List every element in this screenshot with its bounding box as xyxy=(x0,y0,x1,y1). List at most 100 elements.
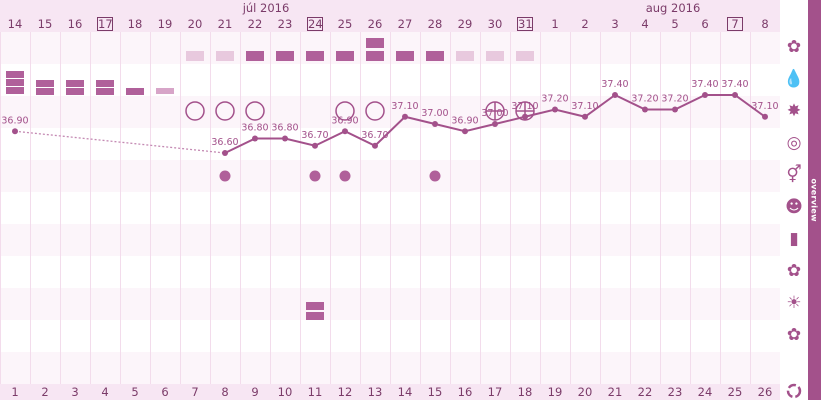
column-divider xyxy=(0,32,1,384)
cervix-mark xyxy=(306,51,324,61)
cervix-mark xyxy=(456,51,474,61)
calendar-day-label: 27 xyxy=(397,17,413,31)
calendar-day-label: 14 xyxy=(7,17,23,31)
calendar-day[interactable]: 17 xyxy=(90,16,120,32)
column-divider xyxy=(30,32,31,384)
temperature-point xyxy=(552,106,558,113)
temperature-value: 36.90 xyxy=(451,115,478,126)
flower-alert-icon[interactable]: ✿ xyxy=(786,325,802,345)
calendar-day[interactable]: 27 xyxy=(390,16,420,32)
calendar-day[interactable]: 3 xyxy=(600,16,630,32)
calendar-day[interactable]: 23 xyxy=(270,16,300,32)
column-divider xyxy=(510,32,511,384)
column-divider xyxy=(60,32,61,384)
mucus-circle xyxy=(245,101,265,121)
bleeding-mark xyxy=(126,88,144,95)
temperature-value: 37.00 xyxy=(421,108,448,119)
calendar-day-label: 4 xyxy=(641,17,649,31)
refresh-icon[interactable] xyxy=(784,382,804,400)
calendar-day-label: 24 xyxy=(307,17,323,31)
calendar-day[interactable]: 16 xyxy=(60,16,90,32)
temperature-point xyxy=(432,121,438,127)
calendar-day[interactable]: 18 xyxy=(120,16,150,32)
temperature-value: 36.70 xyxy=(301,130,328,141)
temperature-value: 37.10 xyxy=(391,101,418,112)
flower-check-icon[interactable]: ✿ xyxy=(786,261,802,281)
calendar-day[interactable]: 4 xyxy=(630,16,660,32)
calendar-day-label: 28 xyxy=(427,17,443,31)
sun-icon[interactable]: ☀ xyxy=(786,293,802,313)
temperature-point xyxy=(762,113,768,120)
temperature-splash-icon[interactable]: ✸ xyxy=(786,101,802,121)
cycle-day-label: 16 xyxy=(457,385,473,399)
cycle-day-label: 24 xyxy=(697,385,713,399)
cervix-mark xyxy=(276,51,294,61)
cycle-day-label: 7 xyxy=(191,385,199,399)
bleeding-mark xyxy=(66,88,84,95)
calendar-day[interactable]: 24 xyxy=(300,16,330,32)
column-divider xyxy=(180,32,181,384)
calendar-day[interactable]: 28 xyxy=(420,16,450,32)
calendar-day[interactable]: 22 xyxy=(240,16,270,32)
temperature-value: 37.10 xyxy=(751,101,778,112)
cycle-day-label: 10 xyxy=(277,385,293,399)
calendar-day[interactable]: 6 xyxy=(690,16,720,32)
side-tab[interactable] xyxy=(808,0,821,400)
column-divider xyxy=(570,32,571,384)
calendar-day[interactable]: 31 xyxy=(510,16,540,32)
calendar-day[interactable]: 14 xyxy=(0,16,30,32)
intercourse-dot xyxy=(219,170,231,182)
cycle-day-label: 2 xyxy=(41,385,49,399)
calendar-day[interactable]: 1 xyxy=(540,16,570,32)
temperature-value: 36.90 xyxy=(1,115,28,126)
bleeding-mark xyxy=(156,88,174,94)
column-divider xyxy=(360,32,361,384)
calendar-day[interactable]: 19 xyxy=(150,16,180,32)
calendar-day-label: 23 xyxy=(277,17,293,31)
temperature-point xyxy=(252,135,258,142)
cervix-mark xyxy=(396,51,414,61)
temperature-point xyxy=(222,150,228,156)
temperature-value: 36.90 xyxy=(331,115,358,126)
calendar-day[interactable]: 25 xyxy=(330,16,360,32)
temperature-value: 37.40 xyxy=(691,79,718,90)
calendar-day[interactable]: 30 xyxy=(480,16,510,32)
calendar-day[interactable]: 15 xyxy=(30,16,60,32)
column-divider xyxy=(390,32,391,384)
calendar-day-label: 30 xyxy=(487,17,503,31)
column-divider xyxy=(690,32,691,384)
column-divider xyxy=(240,32,241,384)
calendar-day[interactable]: 8 xyxy=(750,16,780,32)
cervix-mark xyxy=(516,51,534,61)
column-divider xyxy=(330,32,331,384)
cycle-day-label: 5 xyxy=(131,385,139,399)
flower-icon[interactable]: ✿ xyxy=(786,37,802,57)
note-icon[interactable]: ▮ xyxy=(789,229,799,249)
calendar-day[interactable]: 21 xyxy=(210,16,240,32)
bleeding-mark xyxy=(66,80,84,87)
calendar-day[interactable]: 7 xyxy=(720,16,750,32)
calendar-day[interactable]: 29 xyxy=(450,16,480,32)
column-divider xyxy=(90,32,91,384)
calendar-day-label: 19 xyxy=(157,17,173,31)
column-divider xyxy=(210,32,211,384)
gender-icon[interactable]: ⚥ xyxy=(786,165,802,185)
side-tab-label-wrap: overview xyxy=(808,179,821,222)
temperature-point xyxy=(12,128,18,135)
calendar-day-label: 29 xyxy=(457,17,473,31)
cervix-icon[interactable]: ◎ xyxy=(786,133,802,153)
bleeding-mark xyxy=(6,71,24,78)
drop-icon[interactable]: 💧 xyxy=(783,69,805,89)
month-label-august: aug 2016 xyxy=(645,1,701,15)
temperature-point xyxy=(342,128,348,135)
calendar-day[interactable]: 26 xyxy=(360,16,390,32)
bleeding-mark xyxy=(96,80,114,87)
temperature-value: 37.20 xyxy=(661,94,688,105)
calendar-day-label: 5 xyxy=(671,17,679,31)
mood-icon[interactable]: ☻ xyxy=(785,197,803,217)
calendar-day-label: 25 xyxy=(337,17,353,31)
calendar-day[interactable]: 2 xyxy=(570,16,600,32)
calendar-day[interactable]: 5 xyxy=(660,16,690,32)
calendar-day[interactable]: 20 xyxy=(180,16,210,32)
